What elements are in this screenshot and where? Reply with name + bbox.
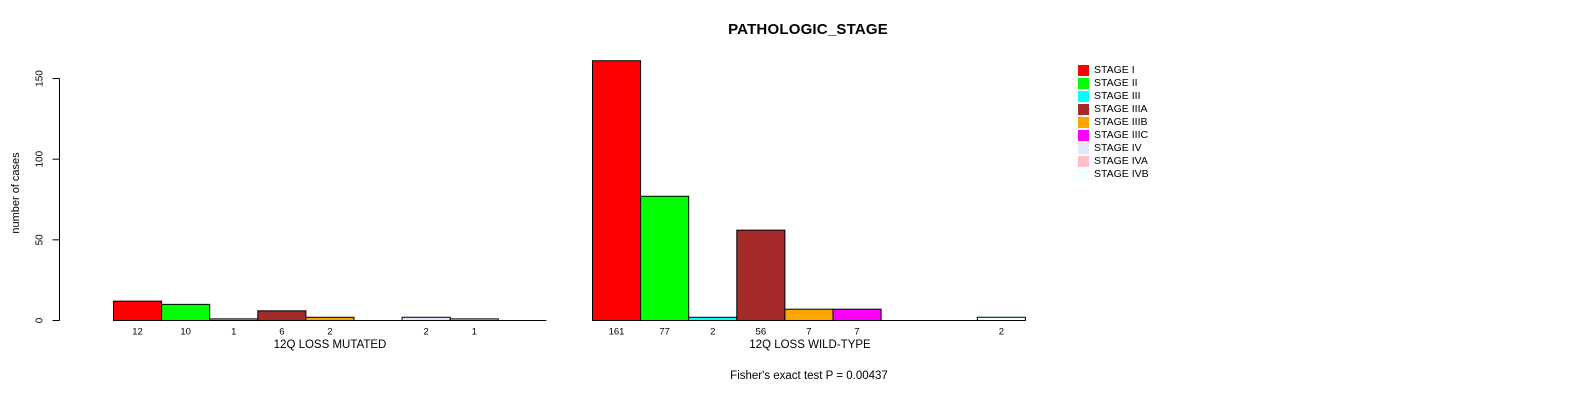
legend-swatch xyxy=(1078,130,1089,141)
legend-label: STAGE IIIB xyxy=(1094,116,1148,128)
legend-item: STAGE III xyxy=(1078,90,1149,103)
legend-swatch xyxy=(1078,156,1089,167)
legend-swatch xyxy=(1078,78,1089,89)
legend-label: STAGE II xyxy=(1094,77,1138,89)
legend-item: STAGE IVB xyxy=(1078,168,1149,181)
legend-item: STAGE I xyxy=(1078,64,1149,77)
bar xyxy=(161,303,211,322)
bar xyxy=(640,195,690,321)
y-tick-label: 50 xyxy=(35,234,46,246)
legend-item: STAGE IIIB xyxy=(1078,116,1149,129)
legend-swatch xyxy=(1078,143,1089,154)
y-tick-label: 100 xyxy=(35,150,46,167)
bar-value-label: 1 xyxy=(472,327,477,338)
bar xyxy=(688,316,738,322)
legend-label: STAGE IV xyxy=(1094,142,1142,154)
legend-swatch xyxy=(1078,65,1089,76)
fisher-test-annotation: Fisher's exact test P = 0.00437 xyxy=(730,370,888,382)
bar-value-label: 161 xyxy=(609,327,625,338)
bar-value-label: 77 xyxy=(659,327,670,338)
legend-swatch xyxy=(1078,104,1089,115)
bar xyxy=(401,316,451,322)
y-axis-label: number of cases xyxy=(10,152,22,234)
legend-label: STAGE IIIA xyxy=(1094,103,1148,115)
bar-value-label: 56 xyxy=(756,327,767,338)
bar xyxy=(305,316,355,322)
bar xyxy=(449,318,499,321)
bar-value-label: 6 xyxy=(279,327,284,338)
bar xyxy=(113,300,163,322)
legend-swatch xyxy=(1078,117,1089,128)
bar-value-label: 2 xyxy=(424,327,429,338)
legend-item: STAGE IIIC xyxy=(1078,129,1149,142)
bar xyxy=(592,60,642,322)
legend-item: STAGE IVA xyxy=(1078,155,1149,168)
chart-title: PATHOLOGIC_STAGE xyxy=(728,21,888,38)
y-tick-label: 150 xyxy=(35,70,46,87)
legend-label: STAGE I xyxy=(1094,64,1135,76)
legend-swatch xyxy=(1078,91,1089,102)
legend-label: STAGE IIIC xyxy=(1094,129,1149,141)
bar-value-label: 1 xyxy=(231,327,236,338)
legend-item: STAGE IV xyxy=(1078,142,1149,155)
legend: STAGE I STAGE II STAGE III STAGE IIIA STAGE … xyxy=(1078,64,1149,181)
bar-value-label: 2 xyxy=(710,327,715,338)
bar xyxy=(832,308,882,321)
bar-value-label: 7 xyxy=(854,327,859,338)
x-axis-label-wildtype: 12Q LOSS WILD-TYPE xyxy=(749,339,871,351)
bar xyxy=(209,318,259,321)
legend-label: STAGE IVA xyxy=(1094,155,1148,167)
legend-label: STAGE III xyxy=(1094,90,1141,102)
y-tick-label: 0 xyxy=(35,317,46,323)
bar-value-label: 2 xyxy=(327,327,332,338)
bar-value-label: 12 xyxy=(132,327,143,338)
bar xyxy=(784,308,834,321)
bar xyxy=(257,310,307,322)
bar xyxy=(976,316,1026,322)
legend-item: STAGE II xyxy=(1078,77,1149,90)
bar-value-label: 7 xyxy=(806,327,811,338)
x-axis-label-mutated: 12Q LOSS MUTATED xyxy=(273,339,387,351)
bar xyxy=(736,229,786,321)
legend-swatch xyxy=(1078,169,1089,180)
legend-label: STAGE IVB xyxy=(1094,168,1149,180)
bar-value-label: 2 xyxy=(999,327,1004,338)
legend-item: STAGE IIIA xyxy=(1078,103,1149,116)
bar-value-label: 10 xyxy=(180,327,191,338)
